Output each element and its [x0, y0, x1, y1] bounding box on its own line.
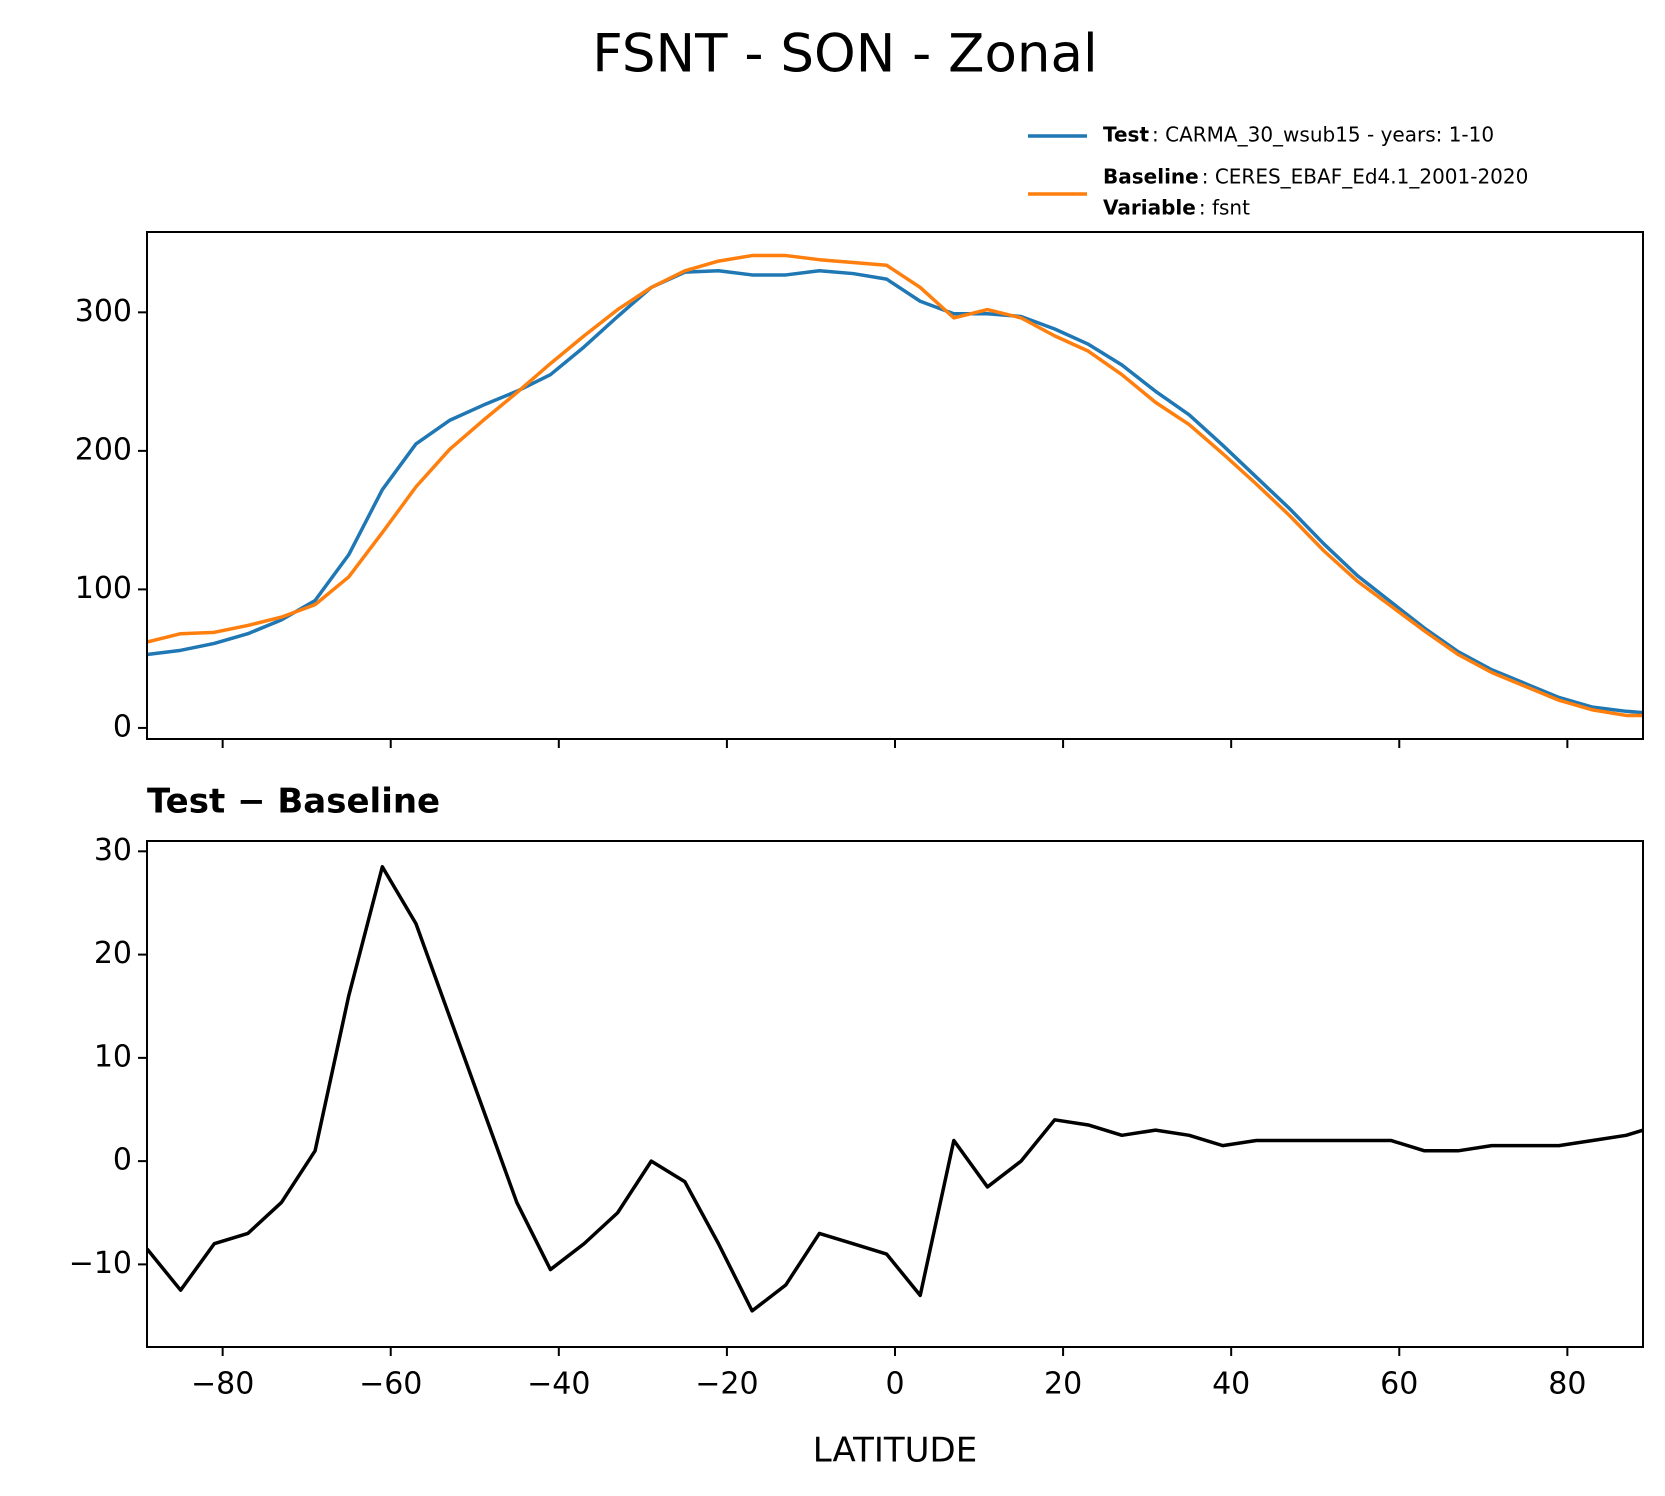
legend-name: Test: [1103, 123, 1149, 147]
data-line: [147, 269, 1643, 715]
axes-frame: [146, 231, 1644, 740]
x-tick-label: 40: [1212, 1367, 1250, 1402]
x-axis-label: LATITUDE: [813, 1431, 977, 1471]
x-tick-label: 0: [885, 1367, 904, 1402]
y-tick-label: 0: [113, 1143, 132, 1178]
legend-name: Variable: [1103, 196, 1196, 220]
subplot-title: Test − Baseline: [147, 782, 440, 822]
legend-name: Baseline: [1103, 165, 1199, 189]
y-tick-label: 300: [75, 294, 132, 329]
legend-desc: : CERES_EBAF_Ed4.1_2001-2020: [1202, 165, 1529, 189]
x-tick-label: 60: [1380, 1367, 1418, 1402]
y-tick-label: 200: [75, 432, 132, 467]
x-tick-label: −40: [527, 1367, 590, 1402]
y-tick-label: 100: [75, 571, 132, 606]
y-tick-label: 20: [94, 936, 132, 971]
y-tick-label: 10: [94, 1039, 132, 1074]
x-tick-label: −60: [359, 1367, 422, 1402]
y-tick-label: 0: [113, 709, 132, 744]
x-tick-label: 80: [1548, 1367, 1586, 1402]
y-tick-label: 30: [94, 833, 132, 868]
x-tick-label: −80: [191, 1367, 254, 1402]
legend-desc: : CARMA_30_wsub15 - years: 1-10: [1152, 123, 1494, 147]
data-line: [147, 253, 1643, 718]
legend-desc: : fsnt: [1199, 196, 1250, 220]
x-tick-label: 20: [1044, 1367, 1082, 1402]
x-tick-label: −20: [695, 1367, 758, 1402]
data-line: [147, 865, 1643, 1313]
figure-title: FSNT - SON - Zonal: [592, 24, 1097, 85]
y-tick-label: −10: [69, 1246, 132, 1281]
axes-frame: [146, 840, 1644, 1348]
